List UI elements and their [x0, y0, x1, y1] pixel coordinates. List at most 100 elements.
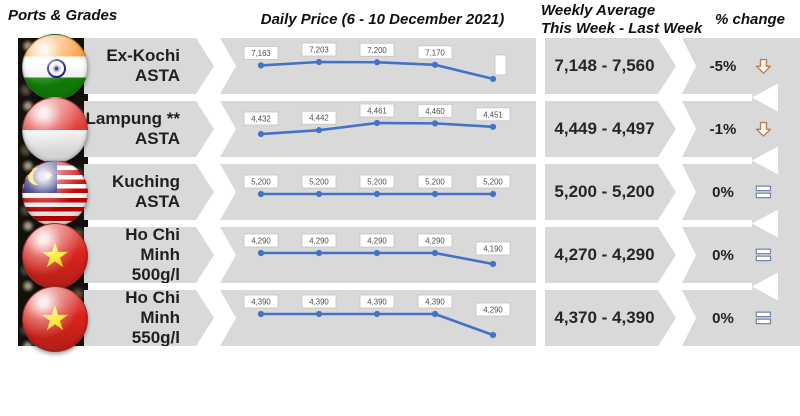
percent-change-header: % change: [715, 11, 786, 28]
data-label-box: [243, 174, 279, 189]
data-label-box: [359, 174, 395, 189]
data-label-box: [301, 294, 337, 309]
data-label: 7,170: [425, 48, 445, 57]
data-label-box: [475, 241, 511, 256]
data-label: 4,190: [483, 245, 503, 254]
data-label: 4,290: [251, 237, 271, 246]
data-label-box: [359, 42, 395, 57]
port-name: Ex-Kochi: [106, 46, 180, 65]
daily-price-sparkline: 5,200 5,200 5,200 5,200 5,200: [220, 164, 536, 220]
port-grade: ASTA: [134, 192, 180, 211]
weekly-average-header: Weekly Average This Week - Last Week: [541, 2, 716, 38]
data-label: 4,432: [251, 115, 271, 124]
weekly-average-band: 4,270 - 4,290: [545, 227, 676, 283]
vietnam-flag-icon: ★: [22, 223, 88, 289]
port-grade: ASTA: [134, 66, 180, 85]
down-arrow-icon: [755, 58, 771, 74]
percent-change-value: -5%: [709, 57, 737, 75]
data-label-box: [243, 111, 279, 126]
data-label-box: [359, 294, 395, 309]
malaysia-flag-icon: ✸: [22, 160, 88, 226]
weekly-average-band: 4,449 - 4,497: [545, 101, 676, 157]
data-label-box: [417, 174, 453, 189]
port-label-band: Lampung ** ASTA: [84, 101, 214, 157]
data-label-box: [494, 54, 507, 76]
star-icon: ✸: [43, 169, 54, 183]
data-label-box: [475, 107, 511, 122]
daily-price-sparkline: 7,163 7,203 7,200 7,170: [220, 38, 536, 94]
port-grade: ASTA: [134, 129, 180, 148]
down-arrow-icon: [755, 121, 771, 137]
data-label: 4,290: [483, 306, 503, 315]
data-label-box: [301, 110, 337, 125]
data-label: 4,390: [251, 298, 271, 307]
data-label-box: [301, 233, 337, 248]
data-label: 4,451: [483, 110, 503, 119]
equals-icon: [755, 311, 771, 325]
data-label: 5,200: [483, 178, 503, 187]
data-label: 4,442: [309, 114, 329, 123]
data-label: 4,460: [425, 107, 445, 116]
data-label-box: [301, 42, 337, 57]
weekly-average-header-line1: Weekly Average: [541, 2, 656, 19]
weekly-average-header-line2: This Week - Last Week: [541, 20, 703, 37]
data-label-box: [243, 294, 279, 309]
indonesia-flag-icon: [22, 97, 88, 163]
daily-price-sparkline: 4,432 4,442 4,461 4,460 4,451: [220, 101, 536, 157]
data-label: 4,290: [367, 237, 387, 246]
data-label-box: [243, 233, 279, 248]
data-label: 7,163: [251, 49, 271, 58]
data-label-box: [417, 45, 453, 60]
port-name: Ho Chi Minh: [125, 225, 180, 264]
daily-price-header: Daily Price (6 - 10 December 2021): [260, 11, 505, 28]
port-label-band: Kuching ASTA: [84, 164, 214, 220]
data-label-box: [301, 174, 337, 189]
percent-change-value: 0%: [712, 183, 734, 201]
data-label: 5,200: [425, 178, 445, 187]
port-name: Ho Chi Minh: [125, 288, 180, 327]
data-label: 4,390: [309, 298, 329, 307]
data-label: 7,200: [367, 46, 387, 55]
data-label: 4,461: [367, 107, 387, 116]
data-label-box: [359, 233, 395, 248]
weekly-average-band: 4,370 - 4,390: [545, 290, 676, 346]
data-label: 5,200: [367, 178, 387, 187]
port-name: Kuching: [112, 172, 180, 191]
vietnam-flag-icon: ★: [22, 286, 88, 352]
port-label-band: Ex-Kochi ASTA: [84, 38, 214, 94]
percent-change-value: -1%: [709, 120, 737, 138]
weekly-average-value: 4,270 - 4,290: [554, 245, 655, 264]
data-label: 4,390: [425, 298, 445, 307]
port-grade: 550g/l: [131, 328, 180, 347]
weekly-average-value: 4,449 - 4,497: [554, 119, 655, 138]
star-icon: ★: [39, 237, 71, 275]
data-label: 4,290: [309, 237, 329, 246]
weekly-average-band: 7,148 - 7,560: [545, 38, 676, 94]
malaysia-canton: ✸: [23, 161, 57, 193]
data-label-box: [359, 103, 395, 118]
equals-icon: [755, 185, 771, 199]
crescent-icon: [28, 168, 48, 185]
daily-price-sparkline: 4,290 4,290 4,290 4,290 4,190: [220, 227, 536, 283]
weekly-average-value: 5,200 - 5,200: [554, 182, 655, 201]
data-label-box: [243, 45, 279, 60]
port-label-band: Ho Chi Minh 500g/l: [84, 227, 214, 283]
data-label-box: [475, 174, 511, 189]
data-label: 5,200: [251, 178, 271, 187]
port-label-band: Ho Chi Minh 550g/l: [84, 290, 214, 346]
india-flag-icon: [22, 34, 88, 100]
data-label-box: [417, 294, 453, 309]
data-label-box: [417, 233, 453, 248]
data-label-box: [417, 103, 453, 118]
weekly-average-band: 5,200 - 5,200: [545, 164, 676, 220]
data-label-box: [475, 302, 511, 317]
equals-icon: [755, 248, 771, 262]
daily-price-sparkline: 4,390 4,390 4,390 4,390 4,290: [220, 290, 536, 346]
data-label: 7,203: [309, 46, 329, 55]
ashoka-chakra-icon: [46, 58, 66, 78]
ports-grades-header: Ports & Grades: [8, 7, 118, 24]
port-grade: 500g/l: [131, 265, 180, 284]
data-label: 4,390: [367, 298, 387, 307]
percent-change-value: 0%: [712, 309, 734, 327]
